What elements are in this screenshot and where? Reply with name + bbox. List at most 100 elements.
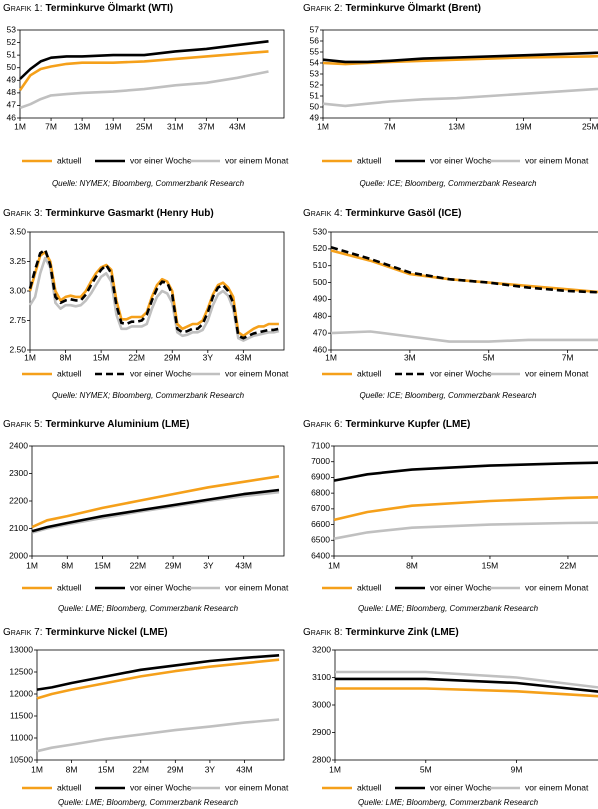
y-tick-label: 2000	[9, 550, 28, 560]
y-tick-label: 57	[310, 24, 320, 34]
x-tick-label: 25M	[582, 121, 598, 131]
y-tick-label: 6800	[311, 487, 330, 497]
y-tick-label: 7100	[311, 440, 330, 450]
x-tick-label: 29M	[167, 764, 184, 774]
x-tick-label: 1M	[24, 352, 36, 362]
legend-label: vor einem Monat	[225, 155, 289, 165]
chart-number: Grafik 6:	[303, 419, 343, 430]
series-line	[333, 495, 598, 522]
y-tick-label: 460	[313, 344, 327, 354]
y-tick-label: 50	[7, 62, 17, 72]
y-tick-label: 11500	[10, 710, 33, 720]
chart-number: Grafik 3:	[3, 208, 43, 219]
series-line	[28, 250, 279, 338]
y-tick-label: 480	[313, 311, 327, 321]
x-tick-label: 1M	[325, 352, 337, 362]
x-tick-label: 1M	[31, 764, 43, 774]
chart-title-text: Terminkurve Gasöl (ICE)	[346, 208, 462, 219]
y-tick-label: 2900	[312, 727, 331, 737]
x-tick-label: 22M	[132, 764, 149, 774]
x-tick-label: 31M	[167, 121, 184, 131]
y-tick-label: 2.50	[9, 344, 26, 354]
y-tick-label: 6700	[311, 503, 330, 513]
plot-frame	[330, 231, 598, 351]
legend-label: vor einer Woche	[130, 782, 192, 792]
plot-frame	[333, 445, 598, 557]
y-tick-label: 49	[310, 112, 320, 122]
source-note: Quelle: LME; Bloomberg, Commerzbank Rese…	[358, 798, 539, 807]
series-line	[322, 87, 598, 108]
chart-title-text: Terminkurve Zink (LME)	[346, 627, 459, 638]
chart-title: Grafik 1: Terminkurve Ölmarkt (WTI)	[3, 1, 173, 14]
x-tick-label: 1M	[328, 560, 340, 570]
series-line	[31, 475, 280, 529]
chart-number: Grafik 7:	[3, 627, 43, 638]
x-tick-label: 8M	[60, 352, 72, 362]
y-tick-label: 6400	[311, 550, 330, 560]
y-tick-label: 2300	[9, 468, 28, 478]
source-note: Quelle: ICE; Bloomberg, Commerzbank Rese…	[360, 179, 538, 188]
x-tick-label: 5M	[483, 352, 495, 362]
x-tick-label: 1M	[329, 764, 341, 774]
x-tick-label: 22M	[560, 560, 577, 570]
series-line	[36, 658, 280, 700]
y-tick-label: 2100	[9, 523, 28, 533]
series-line	[19, 40, 269, 80]
legend-label: aktuell	[357, 368, 382, 378]
source-note: Quelle: LME; Bloomberg, Commerzbank Rese…	[58, 798, 239, 807]
legend-label: vor einer Woche	[430, 368, 492, 378]
legend-label: vor einem Monat	[225, 368, 289, 378]
legend-label: vor einer Woche	[430, 782, 492, 792]
chart-number: Grafik 5:	[3, 419, 43, 430]
source-note: Quelle: LME; Bloomberg, Commerzbank Rese…	[58, 604, 239, 613]
plot-frame	[36, 649, 285, 761]
y-tick-label: 51	[7, 49, 17, 59]
y-tick-label: 53	[310, 68, 320, 78]
x-tick-label: 1M	[26, 560, 38, 570]
legend-label: aktuell	[57, 368, 82, 378]
source-note: Quelle: NYMEX; Bloomberg, Commerzbank Re…	[52, 391, 245, 400]
x-tick-label: 3Y	[203, 560, 214, 570]
y-tick-label: 56	[310, 35, 320, 45]
chart-title: Grafik 7: Terminkurve Nickel (LME)	[3, 627, 168, 638]
chart-number: Grafik 1:	[3, 3, 43, 14]
y-tick-label: 530	[313, 226, 327, 236]
x-tick-label: 22M	[128, 352, 145, 362]
x-tick-label: 22M	[130, 560, 147, 570]
chart-number: Grafik 4:	[303, 208, 343, 219]
y-tick-label: 12500	[9, 666, 33, 676]
chart-title-text: Terminkurve Ölmarkt (Brent)	[346, 1, 481, 14]
series-line	[18, 50, 269, 92]
legend-label: aktuell	[57, 155, 82, 165]
series-line	[322, 51, 598, 64]
y-tick-label: 2400	[9, 440, 28, 450]
legend-label: vor einer Woche	[430, 582, 492, 592]
series-line	[28, 248, 280, 340]
x-tick-label: 43M	[235, 560, 252, 570]
chart-title-text: Terminkurve Nickel (LME)	[46, 627, 168, 638]
y-tick-label: 6900	[311, 472, 330, 482]
legend-label: aktuell	[357, 782, 382, 792]
y-tick-label: 3.00	[9, 285, 26, 295]
x-tick-label: 19M	[515, 121, 532, 131]
plot-frame	[31, 445, 285, 557]
x-tick-label: 29M	[164, 352, 181, 362]
plot-frame	[19, 29, 285, 119]
x-tick-label: 7M	[384, 121, 396, 131]
y-tick-label: 48	[7, 87, 17, 97]
x-tick-label: 43M	[229, 121, 246, 131]
legend-label: vor einer Woche	[130, 155, 192, 165]
x-tick-label: 43M	[236, 764, 253, 774]
series-line	[31, 488, 280, 533]
x-tick-label: 5M	[420, 764, 432, 774]
legend-label: aktuell	[357, 582, 382, 592]
x-tick-label: 15M	[482, 560, 499, 570]
legend-label: vor einem Monat	[525, 368, 589, 378]
series-line	[333, 461, 598, 482]
legend-label: vor einem Monat	[525, 155, 589, 165]
x-tick-label: 13M	[74, 121, 91, 131]
x-tick-label: 15M	[98, 764, 115, 774]
x-tick-label: 19M	[105, 121, 122, 131]
y-tick-label: 6600	[311, 519, 330, 529]
y-tick-label: 52	[310, 79, 320, 89]
